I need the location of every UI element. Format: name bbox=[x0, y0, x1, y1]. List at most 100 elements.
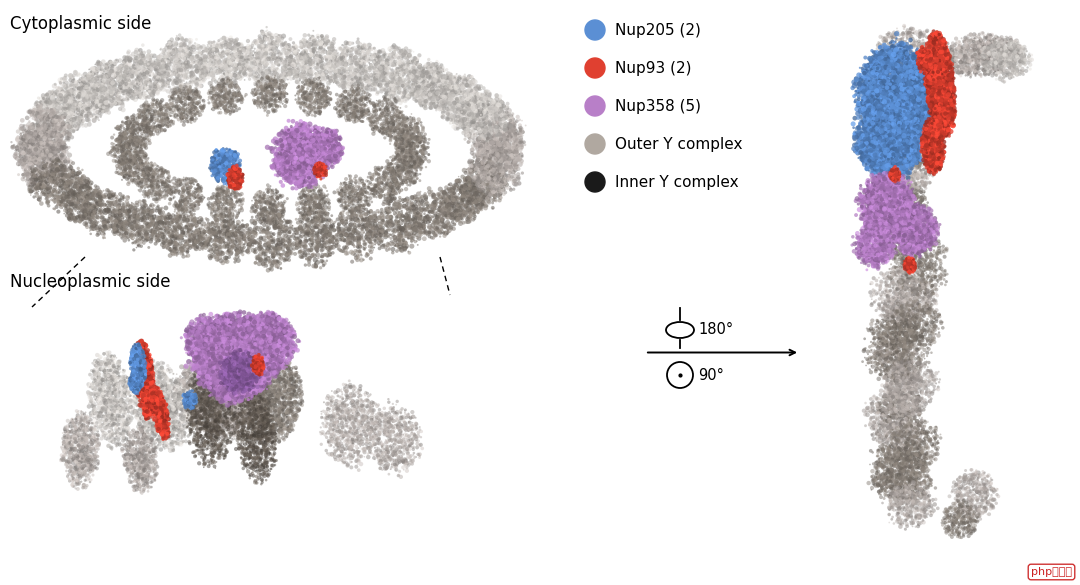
Point bbox=[221, 332, 239, 341]
Point bbox=[200, 347, 217, 356]
Point bbox=[406, 230, 423, 239]
Point bbox=[153, 66, 171, 75]
Point bbox=[153, 413, 171, 422]
Point bbox=[490, 109, 508, 118]
Point bbox=[477, 141, 495, 150]
Point bbox=[249, 326, 267, 335]
Point bbox=[201, 317, 218, 326]
Point bbox=[246, 390, 264, 399]
Point bbox=[955, 483, 972, 493]
Point bbox=[44, 188, 62, 197]
Point bbox=[852, 191, 869, 201]
Point bbox=[118, 216, 135, 225]
Point bbox=[329, 438, 347, 448]
Point bbox=[125, 125, 143, 134]
Point bbox=[295, 163, 312, 172]
Point bbox=[228, 184, 245, 193]
Point bbox=[900, 419, 917, 429]
Point bbox=[217, 366, 234, 375]
Point bbox=[121, 137, 138, 147]
Point bbox=[111, 62, 129, 71]
Point bbox=[305, 152, 322, 161]
Point bbox=[877, 347, 894, 356]
Point bbox=[219, 321, 237, 331]
Point bbox=[314, 153, 332, 163]
Point bbox=[383, 407, 401, 417]
Point bbox=[897, 364, 915, 374]
Point bbox=[866, 137, 883, 147]
Point bbox=[16, 157, 33, 167]
Point bbox=[102, 442, 119, 452]
Point bbox=[509, 150, 526, 160]
Point bbox=[227, 349, 244, 359]
Point bbox=[226, 44, 243, 53]
Point bbox=[189, 397, 206, 407]
Point bbox=[400, 214, 417, 223]
Point bbox=[910, 183, 928, 192]
Point bbox=[235, 367, 253, 376]
Point bbox=[137, 376, 154, 386]
Point bbox=[895, 450, 913, 459]
Point bbox=[129, 377, 146, 387]
Point bbox=[872, 62, 889, 71]
Point bbox=[1014, 51, 1031, 60]
Point bbox=[239, 353, 256, 362]
Point bbox=[373, 77, 390, 86]
Point bbox=[275, 399, 293, 408]
Point bbox=[235, 354, 253, 363]
Point bbox=[103, 368, 120, 377]
Point bbox=[885, 171, 902, 181]
Point bbox=[136, 126, 153, 136]
Point bbox=[193, 191, 211, 200]
Point bbox=[888, 147, 905, 156]
Point bbox=[450, 75, 468, 84]
Point bbox=[872, 92, 889, 102]
Point bbox=[885, 375, 902, 384]
Point bbox=[910, 492, 928, 501]
Point bbox=[41, 116, 58, 125]
Point bbox=[48, 122, 65, 131]
Point bbox=[904, 368, 921, 377]
Point bbox=[157, 405, 174, 415]
Point bbox=[873, 184, 890, 193]
Point bbox=[232, 174, 249, 183]
Point bbox=[922, 225, 940, 234]
Point bbox=[914, 106, 931, 115]
Point bbox=[141, 171, 159, 181]
Point bbox=[48, 191, 65, 201]
Point bbox=[891, 357, 908, 366]
Point bbox=[214, 63, 231, 72]
Point bbox=[233, 333, 251, 343]
Point bbox=[241, 452, 258, 461]
Point bbox=[227, 62, 244, 71]
Point bbox=[433, 75, 450, 84]
Point bbox=[873, 43, 890, 52]
Point bbox=[876, 316, 893, 326]
Point bbox=[903, 101, 920, 111]
Point bbox=[860, 221, 877, 230]
Point bbox=[297, 245, 314, 254]
Point bbox=[455, 192, 472, 202]
Point bbox=[382, 92, 400, 101]
Point bbox=[327, 126, 345, 136]
Point bbox=[374, 61, 391, 70]
Point bbox=[900, 115, 917, 124]
Point bbox=[245, 57, 262, 66]
Point bbox=[249, 381, 267, 391]
Point bbox=[153, 429, 171, 439]
Point bbox=[161, 425, 178, 435]
Point bbox=[892, 236, 909, 245]
Point bbox=[895, 97, 913, 106]
Point bbox=[197, 338, 214, 347]
Point bbox=[197, 420, 214, 429]
Point bbox=[913, 61, 930, 71]
Point bbox=[52, 106, 69, 116]
Point bbox=[197, 355, 214, 364]
Point bbox=[900, 139, 917, 148]
Point bbox=[912, 55, 929, 64]
Point bbox=[887, 80, 904, 89]
Point bbox=[269, 37, 286, 46]
Point bbox=[264, 321, 281, 330]
Point bbox=[883, 84, 901, 93]
Point bbox=[888, 221, 905, 230]
